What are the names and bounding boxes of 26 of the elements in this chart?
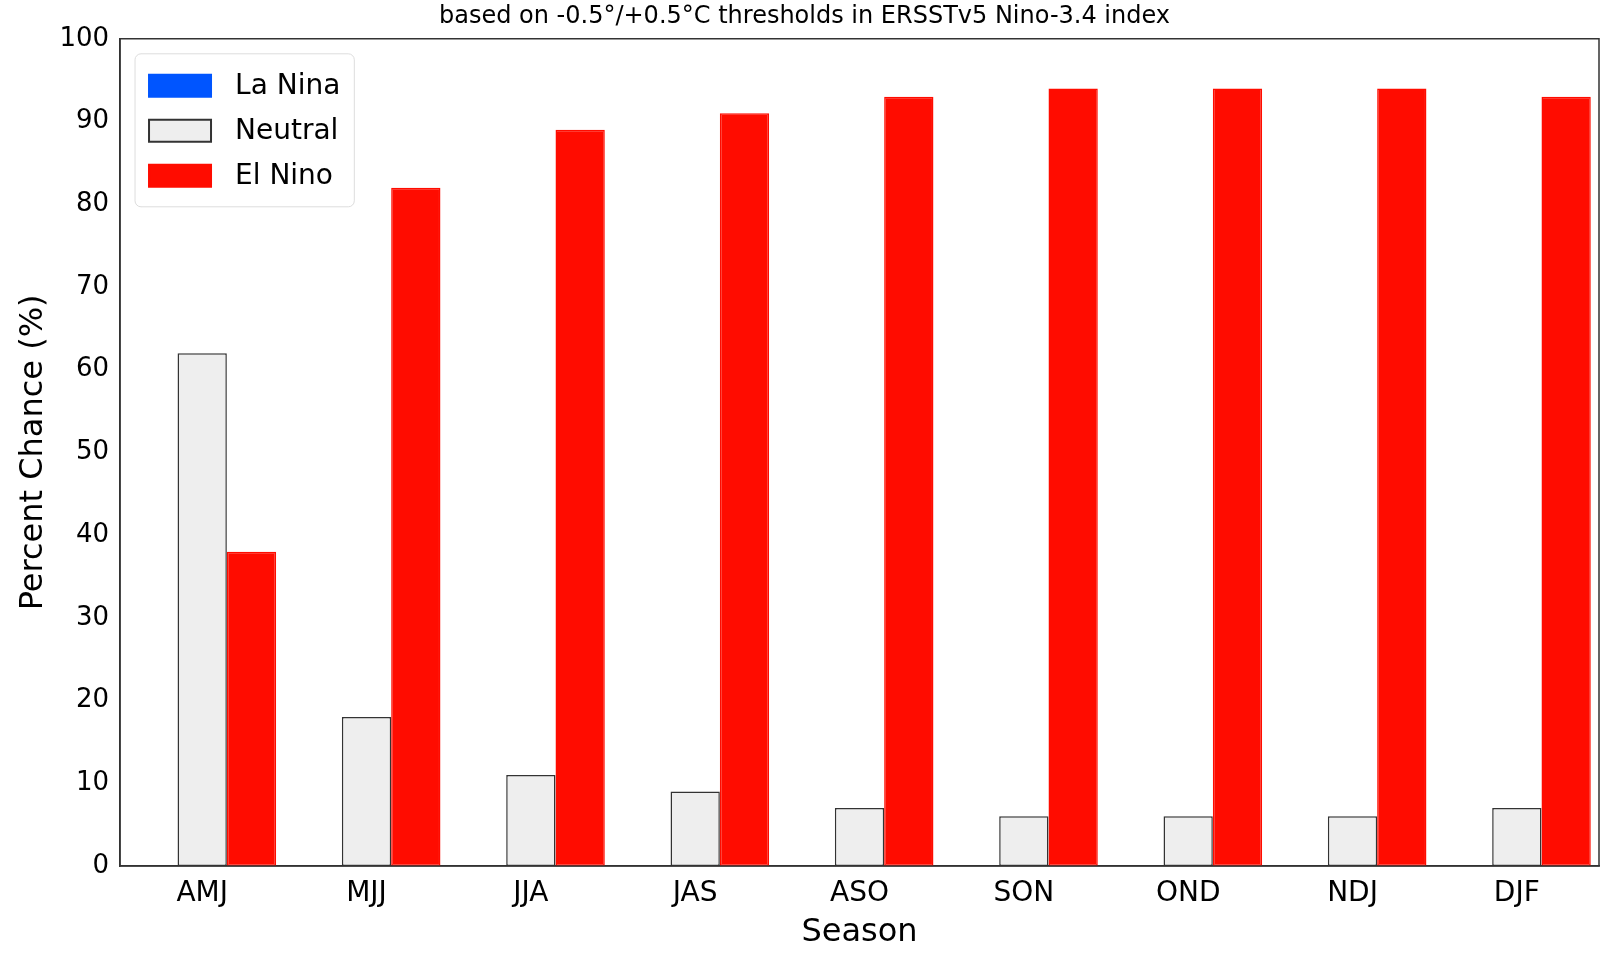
x-tick-label: JJA: [511, 875, 549, 909]
y-axis-title: Percent Chance (%): [11, 294, 50, 611]
x-axis-title: Season: [801, 911, 918, 950]
y-tick-label: 70: [75, 269, 110, 300]
legend-label: Neutral: [235, 113, 339, 147]
y-tick-label: 20: [75, 683, 110, 714]
y-tick-label: 50: [75, 435, 110, 466]
legend-label: El Nino: [235, 158, 334, 192]
x-tick-label: JAS: [670, 875, 718, 909]
x-tick-label: AMJ: [176, 875, 228, 909]
y-tick-label: 30: [75, 600, 110, 631]
y-tick-label: 0: [92, 848, 110, 879]
chart-title: based on -0.5°/+0.5°C thresholds in ERSSTv5 Nino-3.4 index: [439, 0, 1170, 29]
x-tick-label: MJJ: [346, 875, 387, 909]
legend-label: La Nina: [235, 68, 341, 102]
y-tick-label: 90: [75, 104, 110, 135]
y-tick-label: 40: [75, 517, 110, 548]
y-tick-label: 100: [59, 21, 110, 52]
y-tick-label: 80: [75, 186, 110, 217]
x-tick-label: DJF: [1493, 875, 1540, 909]
y-tick-label: 10: [75, 766, 110, 797]
x-tick-label: NDJ: [1327, 875, 1378, 909]
x-tick-label: SON: [993, 875, 1055, 909]
y-tick-label: 60: [75, 352, 110, 383]
x-tick-label: OND: [1155, 875, 1221, 909]
x-tick-label: ASO: [830, 875, 889, 909]
